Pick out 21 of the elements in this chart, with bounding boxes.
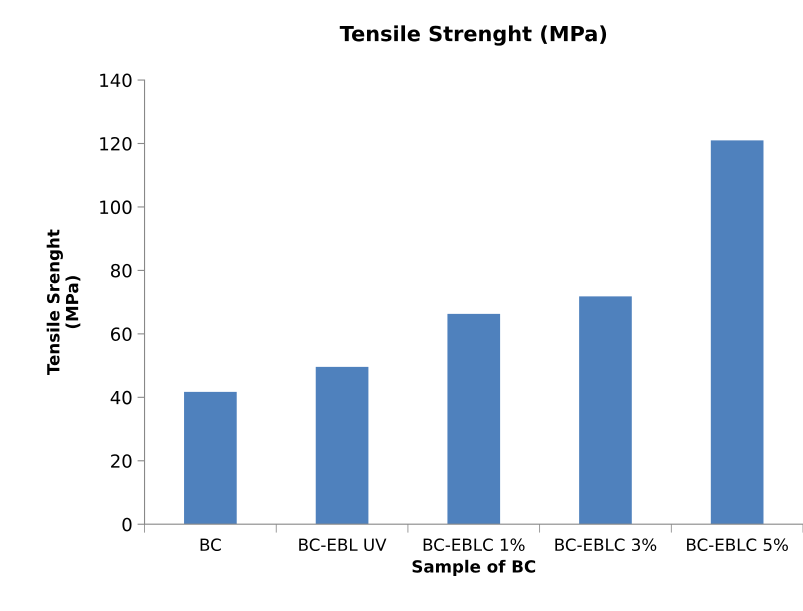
y-tick-label: 60 [111, 327, 132, 341]
bar [710, 140, 764, 524]
x-tick-label: BC-EBLC 3% [555, 538, 656, 552]
y-tick-label: 120 [100, 136, 132, 151]
y-axis-title: Tensile Srenght (MPa) [46, 230, 80, 376]
chart-title: Tensile Strenght (MPa) [340, 25, 606, 46]
y-tick-label: 0 [122, 518, 132, 532]
bar [184, 392, 237, 524]
bar [579, 296, 632, 524]
y-tick-label: 20 [111, 454, 132, 468]
x-tick-label: BC-EBLC 1% [424, 538, 525, 552]
bar [447, 314, 500, 524]
y-tick-label: 140 [100, 74, 132, 88]
x-tick-label: BC [200, 538, 221, 552]
x-tick-label: BC-EBL UV [299, 538, 386, 552]
x-axis-title: Sample of BC [412, 560, 536, 576]
y-tick-label: 80 [110, 264, 132, 278]
x-tick-label: BC-EBLC 5% [687, 538, 788, 552]
y-tick-label: 100 [100, 200, 132, 214]
y-tick-label: 40 [110, 390, 132, 404]
bar [316, 366, 368, 524]
